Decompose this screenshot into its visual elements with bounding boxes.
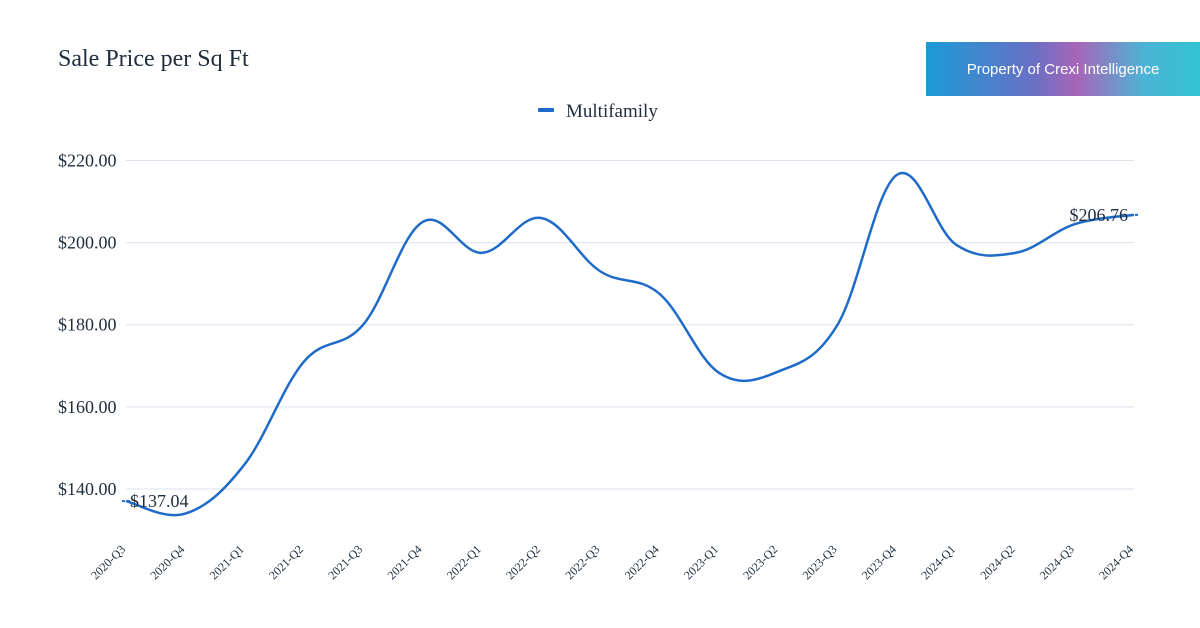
legend-label[interactable]: Multifamily xyxy=(566,101,658,122)
gridlines xyxy=(126,160,1134,490)
data-point xyxy=(540,217,542,219)
annotation-label: $137.04 xyxy=(130,491,189,511)
watermark-badge: Property of Crexi Intelligence xyxy=(926,42,1200,96)
x-tick-label: 2023-Q4 xyxy=(859,542,899,582)
data-point xyxy=(777,370,779,372)
x-tick-label: 2022-Q2 xyxy=(503,542,543,582)
data-point xyxy=(1014,252,1016,254)
x-tick-label: 2024-Q2 xyxy=(977,542,1017,582)
x-tick-label: 2021-Q1 xyxy=(207,542,247,582)
data-point xyxy=(243,463,245,465)
data-point xyxy=(421,221,423,223)
y-tick-label: $160.00 xyxy=(58,397,117,417)
x-axis: 2020-Q3 2020-Q4 2021-Q1 2021-Q2 2021-Q3 2021-… xyxy=(88,542,1136,582)
y-tick-label: $220.00 xyxy=(58,151,117,171)
legend-swatch[interactable] xyxy=(538,108,554,112)
x-tick-label: 2023-Q3 xyxy=(800,542,840,582)
data-point xyxy=(836,324,838,326)
x-tick-label: 2020-Q3 xyxy=(88,542,128,582)
x-tick-label: 2024-Q4 xyxy=(1096,542,1136,582)
data-point xyxy=(955,243,957,245)
x-tick-label: 2022-Q4 xyxy=(622,542,662,582)
x-tick-label: 2021-Q2 xyxy=(266,542,306,582)
data-point xyxy=(599,270,601,272)
series-line-multifamily xyxy=(125,171,1135,517)
data-point xyxy=(362,324,364,326)
chart-title: Sale Price per Sq Ft xyxy=(58,46,249,72)
y-axis: $140.00 $160.00 $180.00 $200.00 $220.00 xyxy=(58,151,117,499)
x-tick-label: 2024-Q1 xyxy=(918,542,958,582)
y-tick-label: $180.00 xyxy=(58,315,117,335)
x-tick-label: 2024-Q3 xyxy=(1037,542,1077,582)
y-tick-label: $140.00 xyxy=(58,479,117,499)
data-point xyxy=(303,360,305,362)
data-point xyxy=(896,174,898,176)
legend[interactable]: Multifamily xyxy=(538,101,658,122)
x-tick-label: 2023-Q2 xyxy=(740,542,780,582)
x-tick-label: 2022-Q3 xyxy=(562,542,602,582)
data-point xyxy=(184,512,186,514)
data-point xyxy=(125,500,127,502)
data-point xyxy=(718,372,720,374)
annotation-label: $206.76 xyxy=(1070,205,1129,225)
x-tick-label: 2020-Q4 xyxy=(147,542,187,582)
x-tick-label: 2022-Q1 xyxy=(444,542,484,582)
y-tick-label: $200.00 xyxy=(58,233,117,253)
data-point xyxy=(481,252,483,254)
x-tick-label: 2021-Q4 xyxy=(385,542,425,582)
data-point xyxy=(1133,214,1135,216)
annotations: $137.04 $206.76 xyxy=(122,205,1138,511)
x-tick-label: 2023-Q1 xyxy=(681,542,721,582)
data-point xyxy=(658,293,660,295)
x-tick-label: 2021-Q3 xyxy=(325,542,365,582)
series-layer xyxy=(125,171,1135,517)
